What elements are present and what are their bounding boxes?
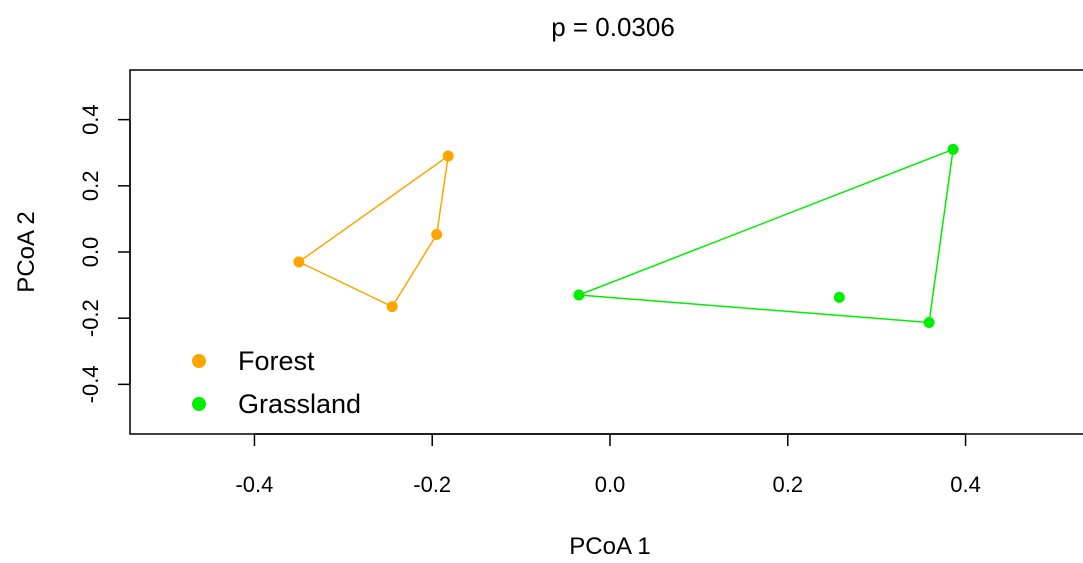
x-tick-label: -0.4 [235, 472, 273, 497]
point-forest [442, 150, 454, 162]
hull-grassland [578, 148, 955, 324]
plot-frame [129, 69, 1083, 435]
hull-forest [297, 154, 450, 308]
y-axis: -0.4 -0.2 0.0 0.2 0.4 [78, 104, 131, 403]
y-tick-label: -0.2 [78, 299, 103, 337]
point-forest [431, 228, 443, 240]
legend-label-forest: Forest [238, 346, 315, 376]
x-axis-label: PCoA 1 [569, 533, 650, 560]
y-tick-label: 0.4 [78, 104, 103, 135]
hull-layer [297, 148, 955, 324]
legend-marker-grassland [192, 397, 206, 411]
point-forest [293, 256, 305, 268]
y-tick-label: 0.0 [78, 237, 103, 268]
point-grassland [833, 291, 845, 303]
y-axis-label: PCoA 2 [13, 211, 40, 292]
chart-title: p = 0.0306 [551, 12, 675, 42]
x-tick-label: 0.2 [772, 472, 803, 497]
point-grassland [573, 289, 585, 301]
legend-marker-forest [192, 354, 206, 368]
y-tick-label: 0.2 [78, 171, 103, 202]
point-forest [386, 301, 398, 313]
point-grassland [923, 316, 935, 328]
legend: Forest Grassland [192, 346, 361, 419]
x-tick-label: 0.0 [595, 472, 626, 497]
x-tick-label: 0.4 [950, 472, 981, 497]
x-tick-label: -0.2 [413, 472, 451, 497]
y-tick-label: -0.4 [78, 365, 103, 403]
legend-label-grassland: Grassland [238, 389, 361, 419]
point-grassland [947, 143, 959, 155]
points-layer [293, 143, 959, 328]
x-axis: -0.4 -0.2 0.0 0.2 0.4 [235, 433, 981, 497]
